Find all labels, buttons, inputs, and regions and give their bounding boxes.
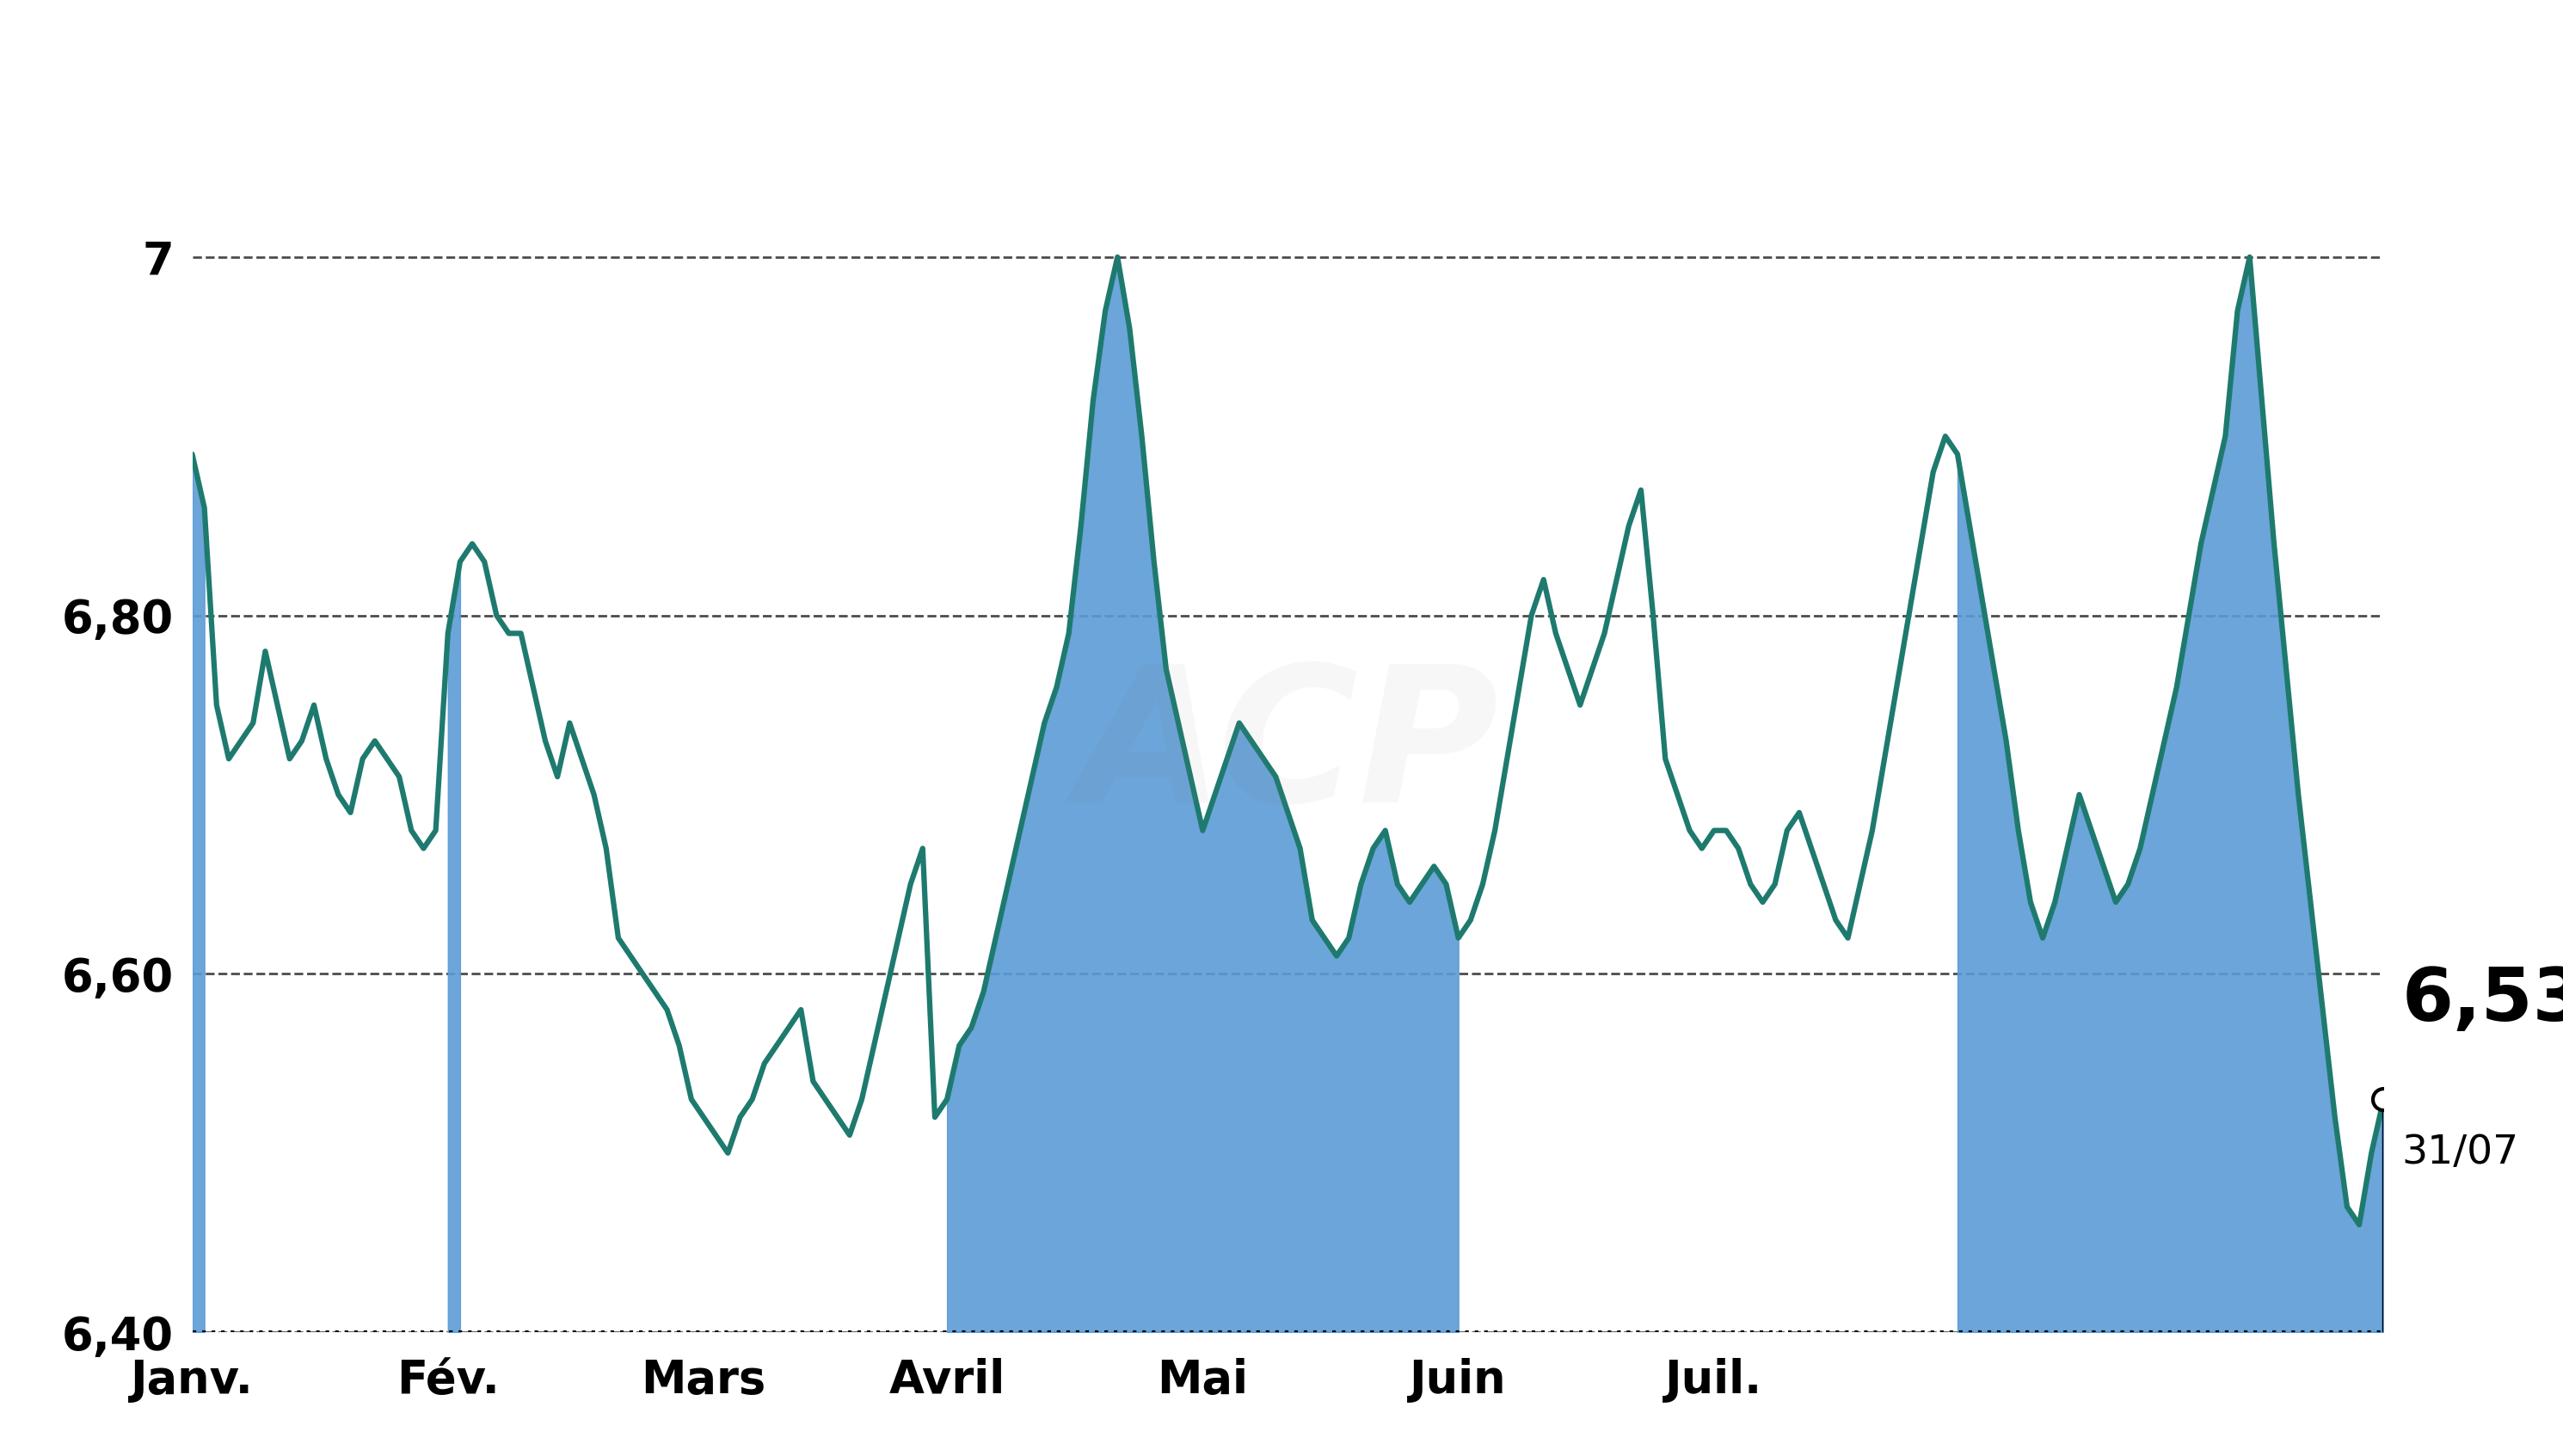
Text: 31/07: 31/07 — [2402, 1134, 2519, 1172]
Text: 6,53: 6,53 — [2402, 965, 2563, 1037]
Text: Abrdn Income Credit Strategies Fund: Abrdn Income Credit Strategies Fund — [331, 39, 2232, 128]
Text: ACP: ACP — [1076, 658, 1499, 842]
